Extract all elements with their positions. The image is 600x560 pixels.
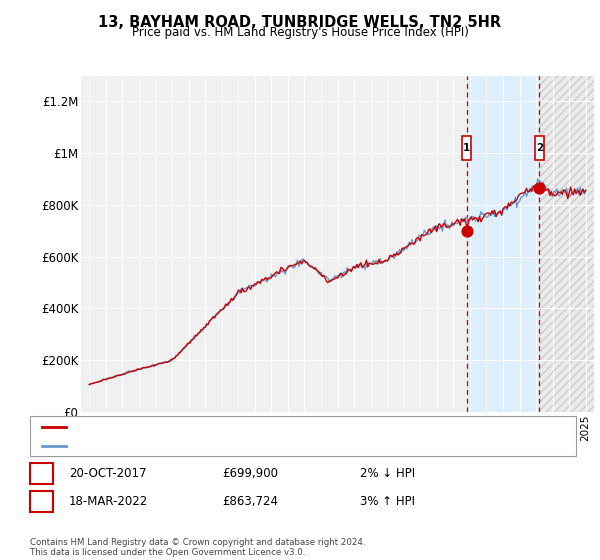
Bar: [467, 76, 539, 412]
Point: [463, 226, 472, 235]
Bar: [535, 136, 544, 160]
Bar: [462, 136, 471, 160]
Text: 2: 2: [536, 143, 543, 153]
Text: 1: 1: [38, 468, 45, 478]
Text: 3% ↑ HPI: 3% ↑ HPI: [360, 494, 415, 508]
Text: 1: 1: [463, 143, 470, 153]
Text: Price paid vs. HM Land Registry's House Price Index (HPI): Price paid vs. HM Land Registry's House …: [131, 26, 469, 39]
Bar: [539, 76, 594, 412]
Text: 2: 2: [38, 496, 45, 506]
Text: 13, BAYHAM ROAD, TUNBRIDGE WELLS, TN2 5HR (detached house): 13, BAYHAM ROAD, TUNBRIDGE WELLS, TN2 5H…: [72, 422, 422, 432]
Text: 18-MAR-2022: 18-MAR-2022: [69, 494, 148, 508]
Text: HPI: Average price, detached house, Tunbridge Wells: HPI: Average price, detached house, Tunb…: [72, 441, 347, 450]
Text: 20-OCT-2017: 20-OCT-2017: [69, 466, 146, 480]
Text: 13, BAYHAM ROAD, TUNBRIDGE WELLS, TN2 5HR: 13, BAYHAM ROAD, TUNBRIDGE WELLS, TN2 5H…: [98, 15, 502, 30]
Text: £699,900: £699,900: [222, 466, 278, 480]
Point: [534, 184, 544, 193]
Bar: [539, 76, 594, 412]
Text: Contains HM Land Registry data © Crown copyright and database right 2024.
This d: Contains HM Land Registry data © Crown c…: [30, 538, 365, 557]
Text: £863,724: £863,724: [222, 494, 278, 508]
Text: 2% ↓ HPI: 2% ↓ HPI: [360, 466, 415, 480]
